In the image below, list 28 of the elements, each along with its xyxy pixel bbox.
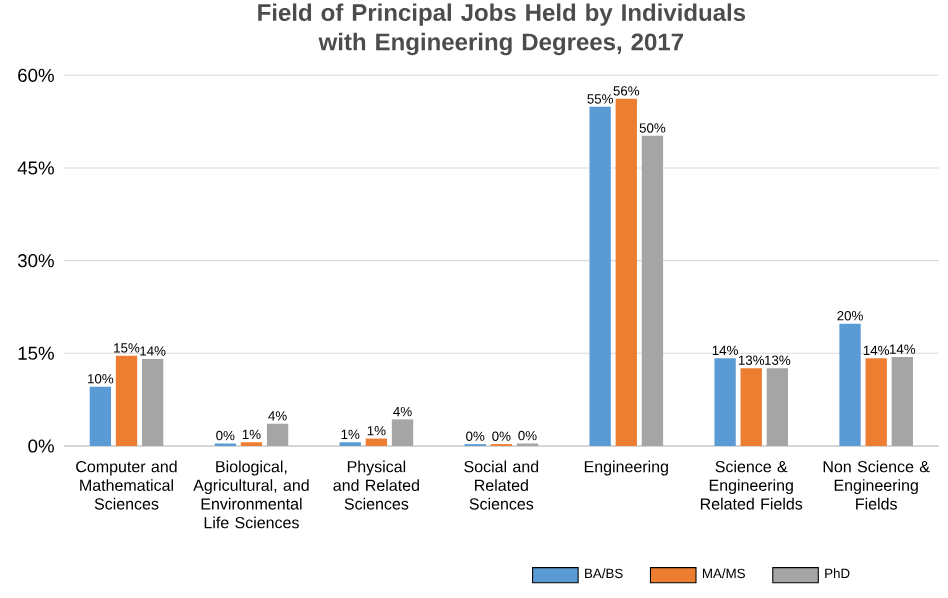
bar: [89, 386, 112, 446]
bar: [740, 368, 762, 446]
bar: [766, 368, 789, 446]
x-tick-label: Engineering: [584, 460, 668, 476]
bar: [391, 419, 414, 446]
y-tick-label: 60%: [18, 68, 54, 82]
bar: [839, 323, 861, 446]
y-tick-label: 45%: [17, 161, 54, 175]
x-tick-label: Computer and Mathematical Sciences: [76, 460, 177, 510]
x-tick-label: Biological, Agricultural, and Environmental Life Sciences: [193, 460, 309, 529]
bar: [589, 106, 611, 446]
bar: [865, 358, 887, 446]
x-tick-label: Non Science & Engineering Fields: [823, 460, 930, 510]
bar: [714, 358, 736, 446]
x-tick-label: Social and Related Sciences: [464, 460, 539, 510]
chart-title: Field of Principal Jobs Held by Individuals with Engineering Degrees, 2017: [258, 3, 746, 56]
bar: [891, 357, 913, 446]
bar: [615, 98, 637, 446]
bar: [641, 135, 664, 446]
bar: [365, 438, 388, 446]
bar: [115, 355, 138, 446]
bar: [266, 423, 289, 446]
bar: [141, 358, 164, 446]
y-tick-label: 30%: [17, 254, 54, 268]
y-tick-label: 0%: [28, 439, 54, 453]
y-tick-label: 15%: [18, 346, 54, 360]
x-tick-label: Science & Engineering Related Fields: [700, 460, 803, 510]
x-tick-label: Physical and Related Sciences: [333, 460, 419, 510]
